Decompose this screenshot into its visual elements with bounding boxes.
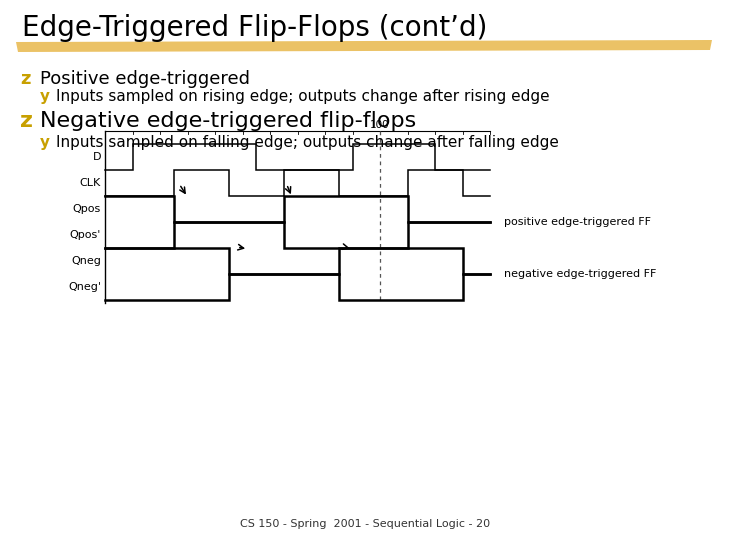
Polygon shape <box>16 40 712 52</box>
Text: Qneg': Qneg' <box>68 282 101 292</box>
Text: 100: 100 <box>370 120 390 130</box>
Text: negative edge-triggered FF: negative edge-triggered FF <box>504 269 656 279</box>
Text: Inputs sampled on rising edge; outputs change after rising edge: Inputs sampled on rising edge; outputs c… <box>56 89 550 104</box>
Text: y: y <box>40 135 50 150</box>
Text: z: z <box>20 70 31 88</box>
Text: Qpos: Qpos <box>73 204 101 214</box>
Text: Positive edge-triggered: Positive edge-triggered <box>40 70 250 88</box>
Text: z: z <box>20 111 33 131</box>
Text: Negative edge-triggered flip-flops: Negative edge-triggered flip-flops <box>40 111 416 131</box>
Text: Inputs sampled on falling edge; outputs change after falling edge: Inputs sampled on falling edge; outputs … <box>56 135 559 150</box>
Text: Edge-Triggered Flip-Flops (cont’d): Edge-Triggered Flip-Flops (cont’d) <box>22 14 488 42</box>
Text: CS 150 - Spring  2001 - Sequential Logic - 20: CS 150 - Spring 2001 - Sequential Logic … <box>240 519 490 529</box>
Text: Qneg: Qneg <box>71 256 101 266</box>
Text: Qpos': Qpos' <box>69 230 101 240</box>
Text: CLK: CLK <box>80 178 101 188</box>
Text: y: y <box>40 89 50 104</box>
Text: positive edge-triggered FF: positive edge-triggered FF <box>504 217 651 227</box>
Text: D: D <box>93 152 101 162</box>
